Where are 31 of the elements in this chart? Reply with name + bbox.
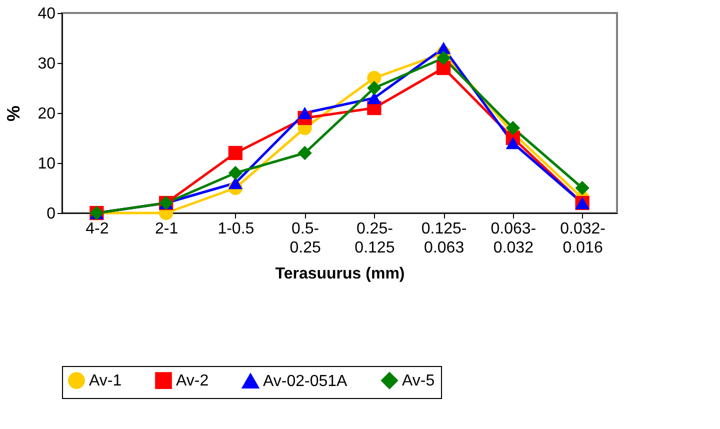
y-axis-title: % <box>4 105 24 122</box>
y-tick-label: 10 <box>38 156 56 172</box>
point <box>506 120 520 136</box>
x-tick-label: 0.063-0.032 <box>490 220 536 256</box>
point <box>228 176 243 190</box>
legend-label: Av-5 <box>402 372 435 390</box>
x-tick-label: 1-0.5 <box>218 220 254 238</box>
point <box>298 146 312 160</box>
y-tick-label: 40 <box>38 6 56 22</box>
y-tick-label: 20 <box>38 106 56 122</box>
y-tick-label: 30 <box>38 56 56 72</box>
legend-label: Av-1 <box>89 372 122 390</box>
x-tick-label: 2-1 <box>155 220 178 238</box>
point <box>367 92 382 104</box>
x-axis-title: Terasuurus (mm) <box>275 266 405 282</box>
point <box>506 136 520 150</box>
point <box>367 80 382 96</box>
x-tick-label: 4-2 <box>86 220 109 238</box>
point <box>436 50 451 66</box>
point <box>298 106 312 120</box>
legend-label: Av-2 <box>176 372 209 390</box>
x-tick-label: 0.25-0.125 <box>354 220 395 256</box>
y-tick-label: 0 <box>46 206 56 222</box>
point <box>228 166 243 180</box>
point <box>367 70 382 86</box>
point <box>575 180 590 196</box>
legend-label: Av-02-051A <box>263 373 348 390</box>
x-tick-label: 0.032-0.016 <box>560 220 606 256</box>
point <box>228 146 243 160</box>
x-tick-label: 0.125-0.063 <box>421 220 467 256</box>
x-tick-label: 0.5-0.25 <box>290 220 321 256</box>
